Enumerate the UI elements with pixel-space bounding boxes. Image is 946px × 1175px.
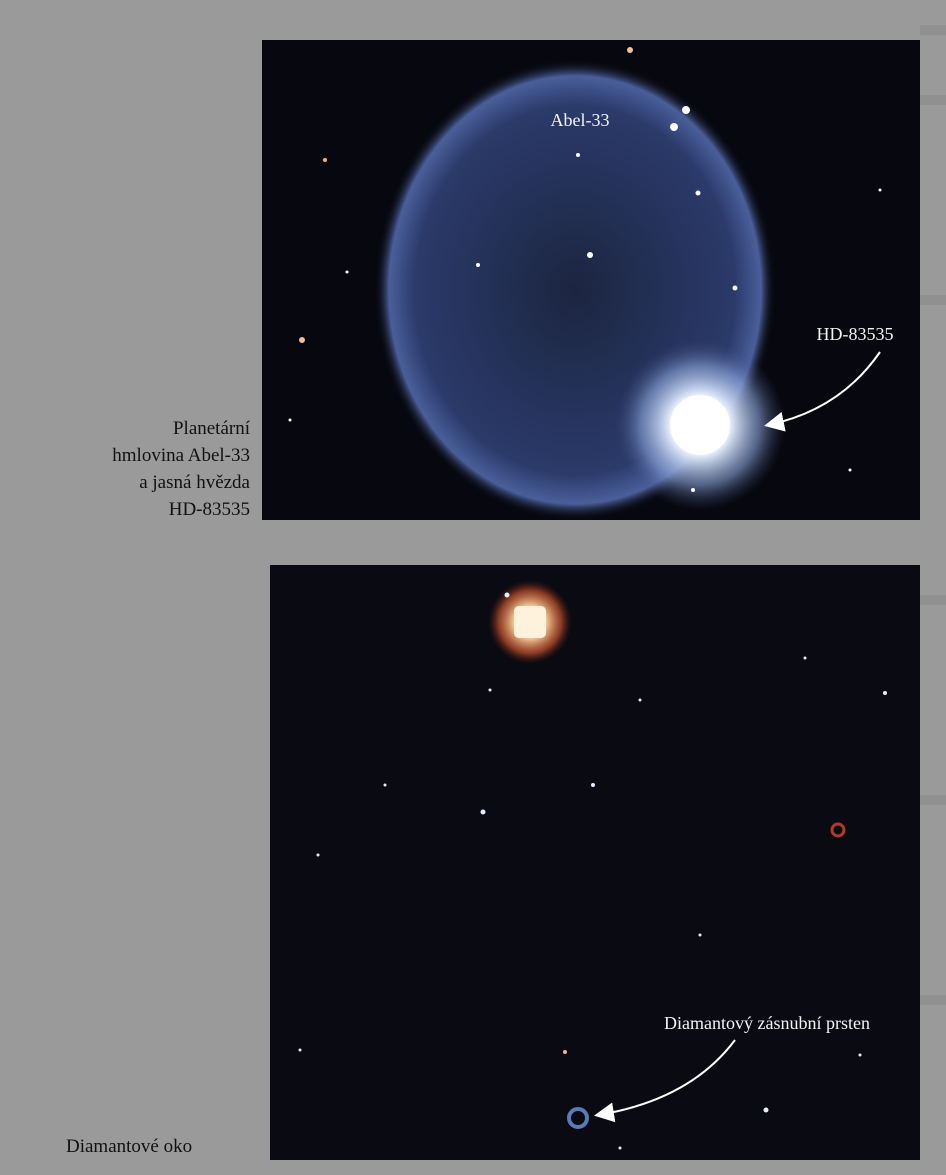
bleed-through-text <box>920 30 946 1000</box>
caption-line: Planetární <box>173 418 251 439</box>
caption-line: a jasná hvězda <box>139 472 250 493</box>
image-label: Abel-33 <box>551 110 610 130</box>
caption: Diamantové oko <box>66 1136 192 1157</box>
caption-line: HD-83535 <box>169 499 250 520</box>
image-label: HD-83535 <box>817 324 894 344</box>
caption-line: hmlovina Abel-33 <box>112 445 250 466</box>
bottom-photo <box>270 565 920 1160</box>
page-scan: Abel-33 HD-83535 Diamantový zásnubní prs… <box>0 0 946 1175</box>
page: Abel-33 HD-83535 Diamantový zásnubní prs… <box>0 0 946 1175</box>
image-label: Diamantový zásnubní prsten <box>664 1013 870 1033</box>
